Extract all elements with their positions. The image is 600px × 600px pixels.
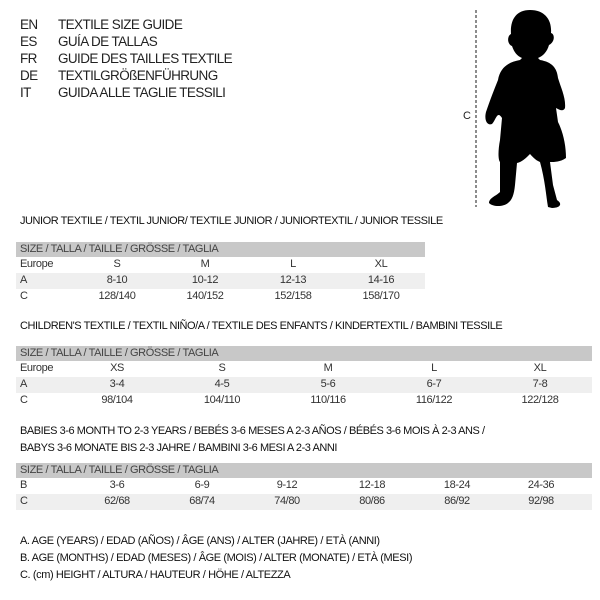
junior-title: JUNIOR TEXTILE / TEXTIL JUNIOR/ TEXTILE … <box>20 215 443 227</box>
table-cell: 10-12 <box>191 274 219 286</box>
language-title: GUIDA ALLE TAGLIE TESSILI <box>58 85 226 100</box>
table-cell: L <box>290 258 296 270</box>
table-cell: 74/80 <box>274 495 300 507</box>
table-header: SIZE / TALLA / TAILLE / GRÖSSE / TAGLIA <box>16 463 592 478</box>
language-title: GUÍA DE TALLAS <box>58 34 158 49</box>
table-row: C 128/140 140/152 152/158 158/170 <box>16 289 425 305</box>
header-label: SIZE / TALLA / TAILLE / GRÖSSE / TAGLIA <box>20 243 219 255</box>
table-row: B 3-6 6-9 9-12 12-18 18-24 24-36 <box>16 478 592 494</box>
row-label: B <box>20 479 27 491</box>
table-cell: L <box>431 362 437 374</box>
baby-silhouette-figure: C <box>463 10 566 208</box>
babies-title-line2: BABYS 3-6 MONATE BIS 2-3 JAHRE / BAMBINI… <box>20 442 337 454</box>
table-cell: 122/128 <box>521 394 559 406</box>
table-cell: 8-10 <box>106 274 128 286</box>
table-cell: 9-12 <box>276 479 298 491</box>
language-code: ES <box>20 34 37 49</box>
row-label: A <box>20 274 27 286</box>
table-cell: 4-5 <box>214 378 230 390</box>
legend-b: B. AGE (MONTHS) / EDAD (MESES) / ÂGE (MO… <box>20 552 413 564</box>
table-cell: 68/74 <box>189 495 215 507</box>
table-cell: XL <box>533 362 547 374</box>
children-size-table: SIZE / TALLA / TAILLE / GRÖSSE / TAGLIA E… <box>16 346 592 409</box>
children-title: CHILDREN'S TEXTILE / TEXTIL NIÑO/A / TEX… <box>20 320 503 332</box>
table-cell: 110/116 <box>310 394 346 406</box>
table-row: C 62/68 68/74 74/80 80/86 86/92 92/98 <box>16 494 592 510</box>
table-row: A 8-10 10-12 12-13 14-16 <box>16 273 425 289</box>
table-cell: 128/140 <box>98 290 136 302</box>
table-cell: 7-8 <box>532 378 548 390</box>
table-cell: 5-6 <box>320 378 336 390</box>
table-cell: 80/86 <box>359 495 385 507</box>
header-label: SIZE / TALLA / TAILLE / GRÖSSE / TAGLIA <box>20 464 219 476</box>
table-cell: XL <box>374 258 388 270</box>
table-cell: 3-4 <box>109 378 125 390</box>
table-cell: 158/170 <box>362 290 400 302</box>
table-cell: 6-7 <box>426 378 442 390</box>
row-label: C <box>20 495 28 507</box>
legend-a: A. AGE (YEARS) / EDAD (AÑOS) / ÂGE (ANS)… <box>20 535 380 547</box>
baby-silhouette-icon <box>485 10 566 208</box>
table-row: Europe XS S M L XL <box>16 361 592 377</box>
row-label: C <box>20 394 28 406</box>
table-cell: 86/92 <box>444 495 470 507</box>
table-cell: 62/68 <box>104 495 130 507</box>
table-cell: 12-18 <box>358 479 386 491</box>
table-cell: 98/104 <box>101 394 133 406</box>
table-cell: 14-16 <box>367 274 395 286</box>
height-label: C <box>463 110 471 122</box>
table-row: A 3-4 4-5 5-6 6-7 7-8 <box>16 377 592 393</box>
table-cell: 140/152 <box>186 290 224 302</box>
language-code: EN <box>20 17 38 32</box>
table-cell: 116/122 <box>415 394 453 406</box>
language-title: TEXTILGRÖßENFÜHRUNG <box>58 68 218 83</box>
babies-title-line1: BABIES 3-6 MONTH TO 2-3 YEARS / BEBÉS 3-… <box>20 425 485 437</box>
table-cell: M <box>200 258 210 270</box>
table-cell: 92/98 <box>528 495 554 507</box>
legend-c: C. (cm) HEIGHT / ALTURA / HAUTEUR / HÖHE… <box>20 569 291 581</box>
row-label: A <box>20 378 27 390</box>
table-cell: S <box>113 258 121 270</box>
table-cell: 24-36 <box>527 479 555 491</box>
table-cell: 12-13 <box>279 274 307 286</box>
table-header: SIZE / TALLA / TAILLE / GRÖSSE / TAGLIA <box>16 242 425 257</box>
language-title: GUIDE DES TAILLES TEXTILE <box>58 51 233 66</box>
table-row: Europe S M L XL <box>16 257 425 273</box>
table-row: C 98/104 104/110 110/116 116/122 122/128 <box>16 393 592 409</box>
babies-size-table: SIZE / TALLA / TAILLE / GRÖSSE / TAGLIA B… <box>16 463 592 510</box>
table-cell: 152/158 <box>274 290 312 302</box>
table-header: SIZE / TALLA / TAILLE / GRÖSSE / TAGLIA <box>16 346 592 361</box>
header-label: SIZE / TALLA / TAILLE / GRÖSSE / TAGLIA <box>20 347 219 359</box>
table-cell: 18-24 <box>443 479 471 491</box>
language-code: DE <box>20 68 38 83</box>
language-code: IT <box>20 85 31 100</box>
row-label: Europe <box>20 362 54 374</box>
row-label: C <box>20 290 28 302</box>
table-cell: XS <box>110 362 124 374</box>
table-cell: 104/110 <box>203 394 241 406</box>
row-label: Europe <box>20 258 54 270</box>
language-code: FR <box>20 51 37 66</box>
language-title: TEXTILE SIZE GUIDE <box>58 17 183 32</box>
table-cell: S <box>218 362 226 374</box>
table-cell: 3-6 <box>109 479 125 491</box>
table-cell: M <box>323 362 333 374</box>
junior-size-table: SIZE / TALLA / TAILLE / GRÖSSE / TAGLIA E… <box>16 242 425 305</box>
table-cell: 6-9 <box>194 479 210 491</box>
